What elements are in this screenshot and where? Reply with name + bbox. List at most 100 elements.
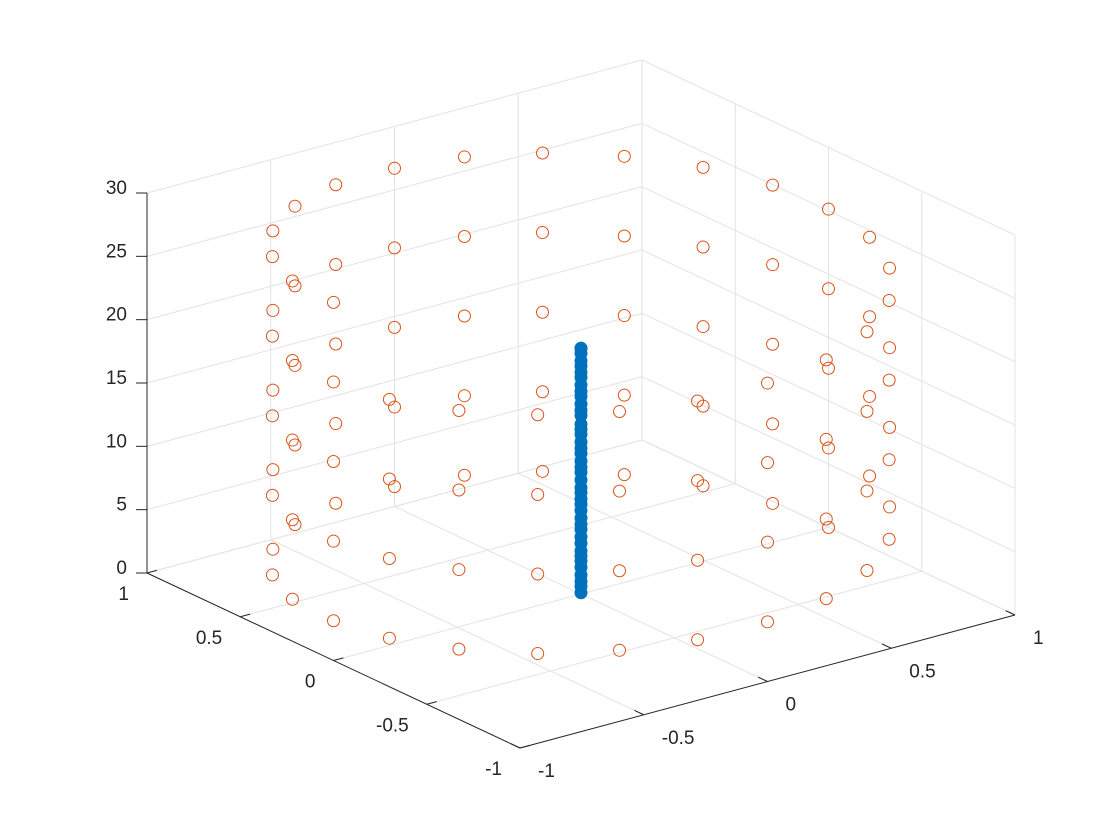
point <box>382 631 396 645</box>
point <box>617 309 631 323</box>
point <box>388 400 401 414</box>
y-tick <box>333 657 344 661</box>
point <box>535 464 549 478</box>
point <box>882 532 896 546</box>
point <box>388 480 401 494</box>
point <box>266 303 280 317</box>
point <box>329 178 343 192</box>
point <box>457 468 471 482</box>
grid-line <box>240 483 736 618</box>
point <box>457 309 471 323</box>
z-tick-label: 15 <box>106 368 127 389</box>
point <box>265 409 279 423</box>
point <box>613 484 627 498</box>
point <box>327 534 340 548</box>
point <box>819 512 833 526</box>
point <box>761 535 774 549</box>
point <box>535 146 549 160</box>
point <box>285 274 299 288</box>
y-tick-label: -1 <box>485 759 502 780</box>
x-tick-label: 0.5 <box>909 661 935 682</box>
point <box>457 389 471 403</box>
point <box>696 240 710 254</box>
point <box>617 229 631 243</box>
point <box>882 293 896 307</box>
point <box>265 488 279 502</box>
point <box>327 455 340 469</box>
point <box>285 513 299 527</box>
point <box>574 341 588 355</box>
point <box>860 325 874 339</box>
point <box>882 373 896 387</box>
y-tick-label: -0.5 <box>376 715 409 736</box>
point <box>329 417 343 431</box>
point <box>457 150 471 164</box>
grid-line <box>641 376 1016 553</box>
point <box>266 463 280 477</box>
grid-line <box>641 249 1016 426</box>
point <box>535 385 549 399</box>
point <box>819 353 833 367</box>
grid-line <box>146 59 643 194</box>
point <box>766 337 780 351</box>
point <box>382 552 396 566</box>
z-tick-label: 0 <box>116 558 127 579</box>
point <box>822 282 835 296</box>
point <box>617 388 631 402</box>
point <box>691 633 705 647</box>
z-tick-label: 30 <box>106 178 127 199</box>
point <box>766 417 780 431</box>
point <box>329 337 343 351</box>
grid-line <box>641 122 1016 299</box>
z-tick-label: 20 <box>106 305 127 326</box>
point <box>531 567 545 581</box>
grid-line <box>146 122 643 257</box>
point <box>883 261 897 275</box>
grid-line <box>641 59 1016 236</box>
point <box>452 642 466 656</box>
point <box>863 230 877 244</box>
point <box>388 161 401 175</box>
grid-line <box>641 439 1016 616</box>
point <box>819 432 833 446</box>
x-tick-label: -1 <box>538 761 555 782</box>
point <box>819 592 833 606</box>
point <box>265 250 279 264</box>
y-tick-label: 0.5 <box>196 628 222 649</box>
point <box>860 404 874 418</box>
point <box>613 405 627 419</box>
point <box>266 224 280 238</box>
point <box>882 453 896 467</box>
point <box>452 563 466 577</box>
point <box>452 483 466 497</box>
point <box>617 149 631 163</box>
y-tick-label: 0 <box>305 672 316 693</box>
point <box>883 341 897 355</box>
grid-line <box>146 249 643 384</box>
point <box>822 441 835 455</box>
point <box>535 226 549 240</box>
point <box>613 564 627 578</box>
point <box>691 553 705 567</box>
x-tick <box>881 643 892 649</box>
z-tick-label: 25 <box>106 241 127 262</box>
point <box>265 329 279 343</box>
point <box>531 647 545 661</box>
y-tick <box>146 569 158 574</box>
point <box>761 615 774 629</box>
point <box>863 469 877 483</box>
point <box>863 389 877 403</box>
point <box>766 496 780 510</box>
grid-line <box>146 312 643 447</box>
point <box>327 375 340 389</box>
point <box>329 257 343 271</box>
point <box>883 500 897 514</box>
x-tick <box>757 676 768 682</box>
point <box>883 420 897 434</box>
point <box>452 403 466 417</box>
point <box>327 295 340 309</box>
point <box>266 542 280 556</box>
grid-line <box>146 376 643 511</box>
